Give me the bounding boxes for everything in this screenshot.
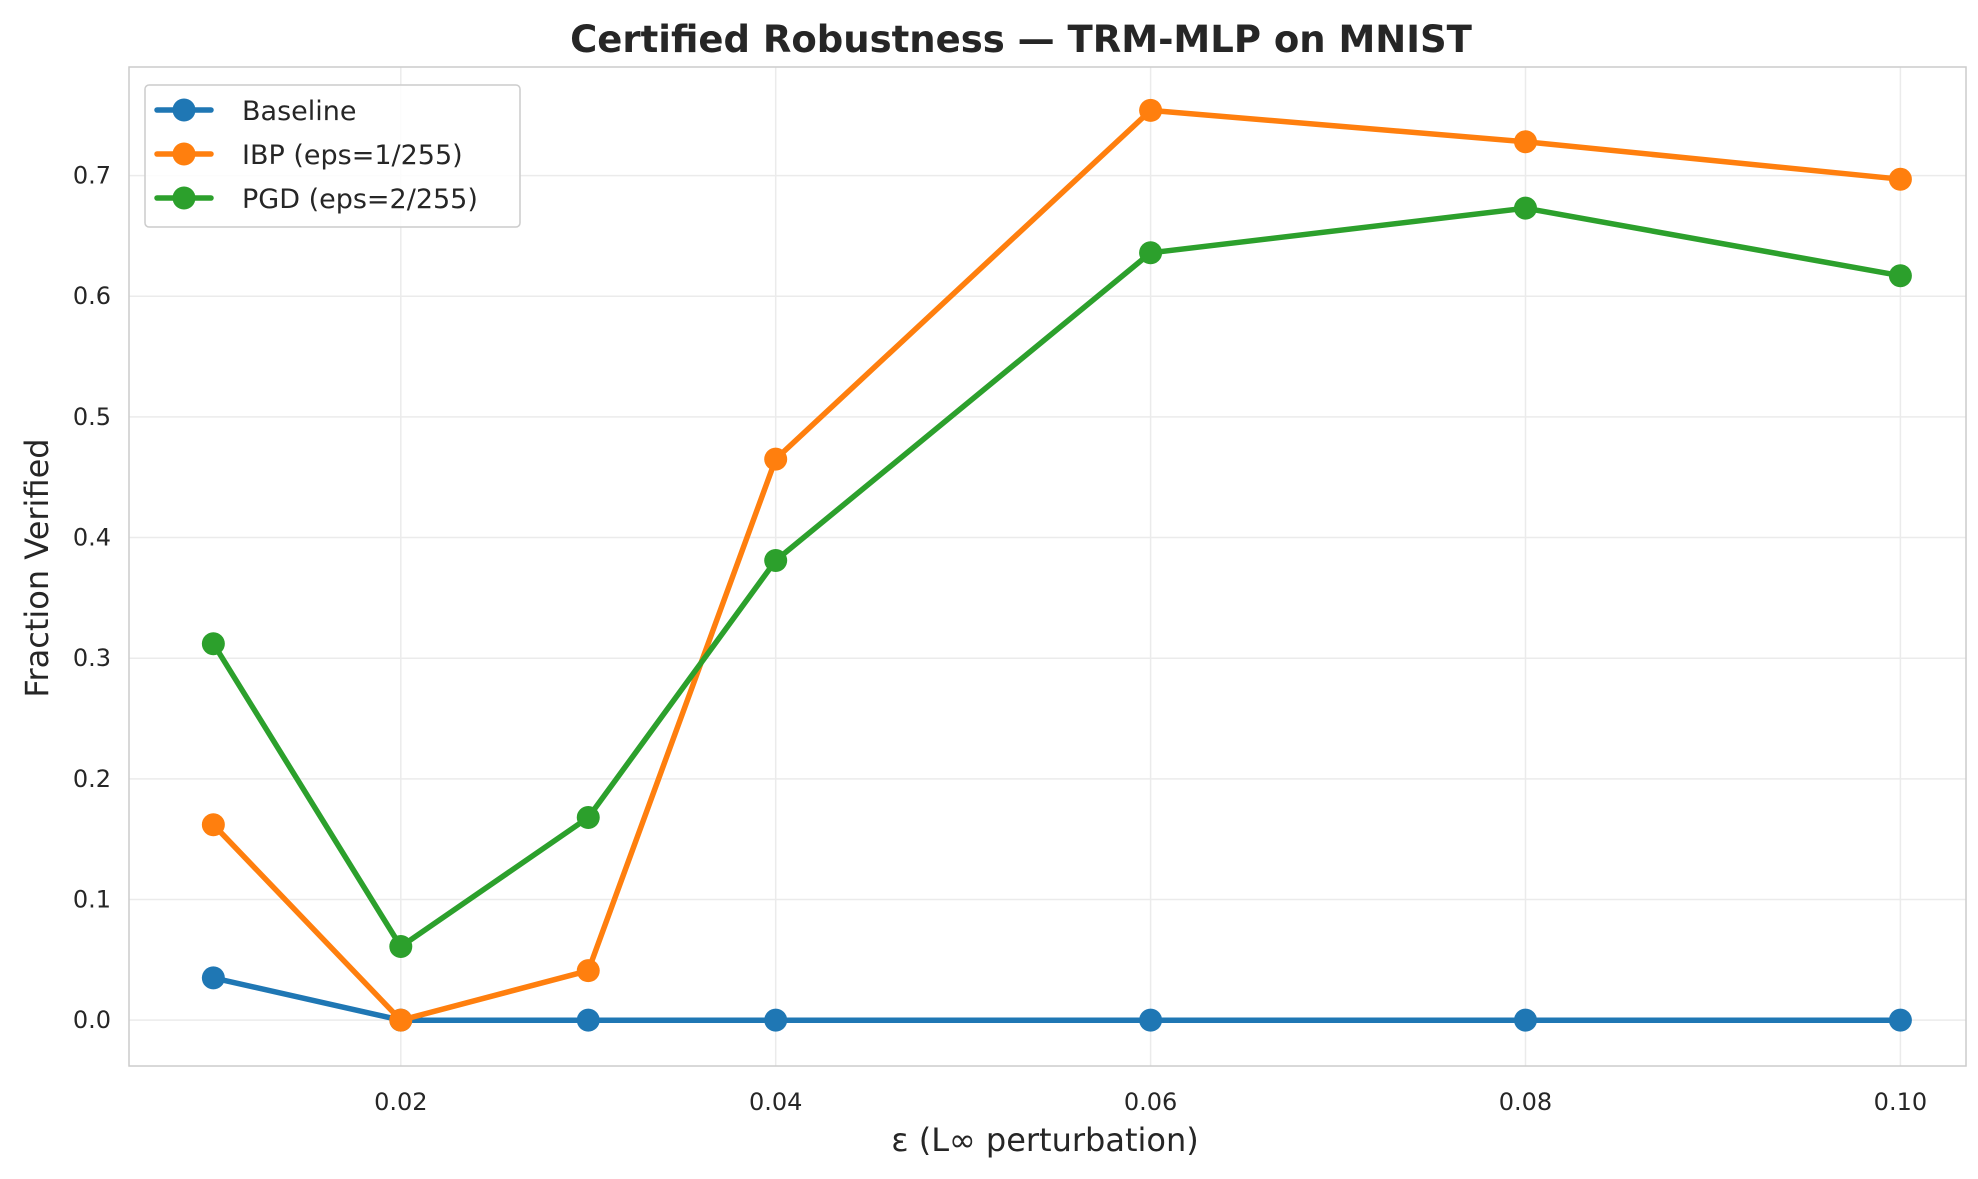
y-tick-label: 0.5 [73,403,111,431]
y-tick-labels: 0.0 0.1 0.2 0.3 0.4 0.5 0.6 0.7 [73,162,111,1035]
x-axis-label: ε (L∞ perturbation) [891,1121,1198,1159]
data-point [1513,130,1537,154]
y-tick-label: 0.2 [73,765,111,793]
series-line [210,205,1904,950]
series-line [210,975,1904,1023]
data-point [1139,241,1163,265]
y-tick-label: 0.1 [73,886,111,914]
data-point [1888,264,1912,288]
x-tick-label: 0.04 [749,1088,802,1116]
legend-box [144,84,521,228]
data-point [764,1008,788,1032]
data-point [201,966,225,990]
chart-title: Certified Robustness — TRM-MLP on MNIST [570,18,1473,61]
data-point [764,548,788,572]
legend-label: IBP (eps=1/255) [242,140,463,171]
y-axis-label: Fraction Verified [18,438,56,697]
legend-marker [172,98,196,122]
x-tick-label: 0.10 [1874,1088,1927,1116]
data-point [764,447,788,471]
y-tick-label: 0.4 [73,524,111,552]
y-tick-label: 0.7 [73,162,111,190]
legend: Baseline IBP (eps=1/255) PGD (eps=2/255) [144,84,521,228]
legend-label: Baseline [242,96,356,127]
data-point [201,813,225,837]
plot-frame [128,66,1967,1067]
data-point [1513,196,1537,220]
x-tick-label: 0.06 [1124,1088,1177,1116]
data-point [1888,1008,1912,1032]
data-point [1513,1008,1537,1032]
data-point [389,935,413,959]
y-tick-label: 0.6 [73,282,111,310]
data-point [576,959,600,983]
data-point [576,1008,600,1032]
x-tick-label: 0.02 [374,1088,427,1116]
data-point [389,1008,413,1032]
legend-marker [172,186,196,210]
y-tick-label: 0.0 [73,1006,111,1034]
y-tick-label: 0.3 [73,644,111,672]
data-point [576,805,600,829]
legend-label: PGD (eps=2/255) [242,184,478,215]
legend-marker [172,142,196,166]
series-lines [201,98,1912,1032]
data-point [1888,167,1912,191]
data-point [201,632,225,656]
x-tick-label: 0.08 [1499,1088,1552,1116]
data-point [1139,1008,1163,1032]
series-line [210,107,1904,1023]
x-tick-labels: 0.02 0.04 0.06 0.08 0.10 [374,1088,1927,1116]
data-point [1139,98,1163,122]
